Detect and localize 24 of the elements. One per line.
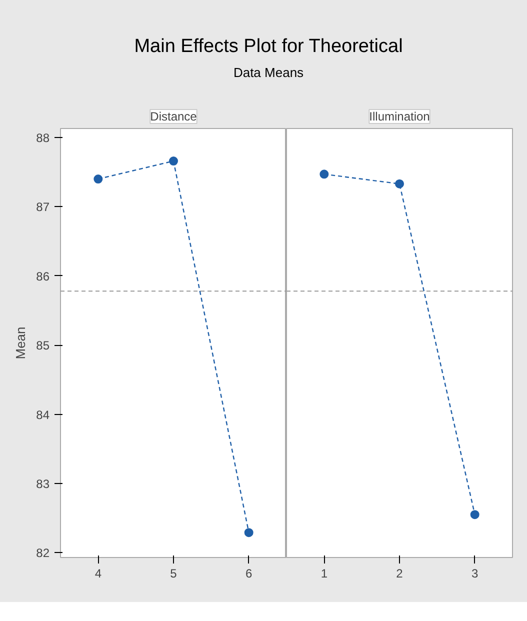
y-tick-label: 84	[36, 408, 50, 422]
x-tick-label: 1	[320, 566, 328, 580]
point	[395, 179, 404, 188]
x-tick-label: 4	[94, 566, 102, 580]
text: Distance	[150, 110, 198, 124]
y-tick-label: 88	[36, 130, 50, 145]
y-tick-label: 85	[36, 338, 50, 353]
x-tick-label: 3	[471, 566, 478, 580]
x-tick-label: 2	[396, 566, 404, 580]
x-tick-label: 5	[170, 566, 178, 580]
y-axis-title: Mean	[13, 326, 28, 360]
chart-title: Main Effects Plot for Theoretical	[133, 35, 404, 59]
point	[94, 174, 103, 184]
x-tick-label: 6	[245, 566, 252, 580]
point	[244, 528, 254, 538]
y-tick-label: 87	[36, 200, 50, 214]
y-tick-label: 86	[36, 269, 50, 284]
text: Illumination	[369, 110, 430, 124]
y-tick-label: 82	[36, 546, 50, 560]
point	[320, 170, 329, 179]
chart-subtitle: Data Means	[232, 64, 305, 82]
point	[169, 156, 178, 166]
y-tick-label: 83	[36, 476, 50, 491]
point	[470, 510, 480, 520]
